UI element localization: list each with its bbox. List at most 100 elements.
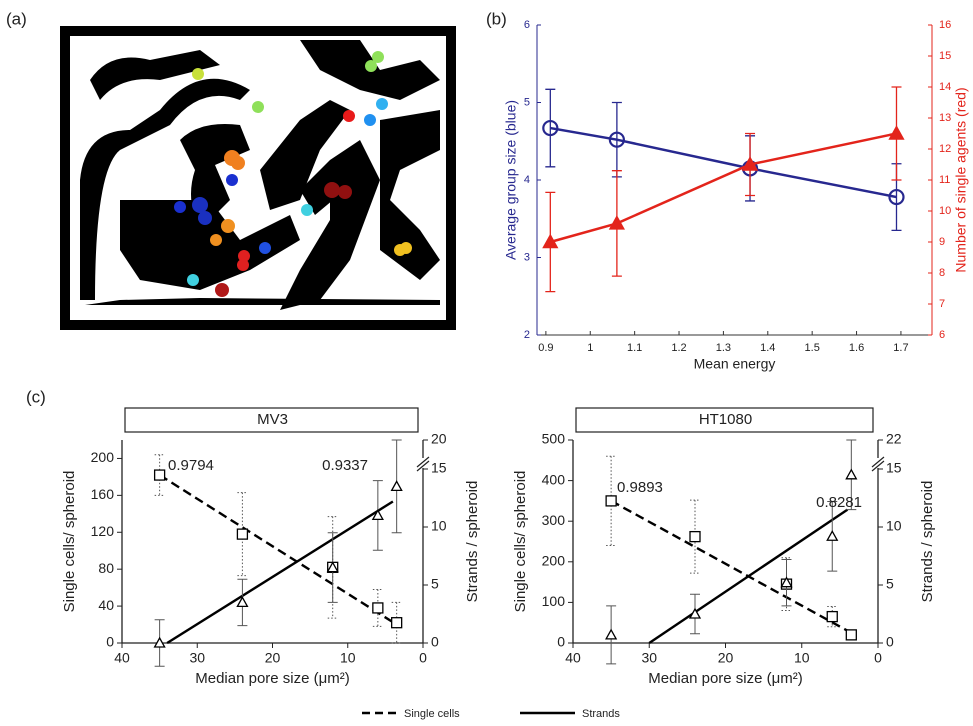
error-bar [545, 88, 556, 168]
y2-tick-label: 8 [939, 267, 945, 279]
marker [688, 607, 702, 619]
y-tick-label: 0 [557, 634, 565, 650]
panel-label: (b) [486, 9, 507, 28]
y-tick-label: 100 [542, 593, 566, 609]
x-tick-label: 20 [265, 650, 281, 666]
marker [689, 530, 701, 543]
marker [153, 636, 166, 648]
x-tick-label: 30 [641, 650, 657, 666]
legend-label: Strands [582, 708, 620, 720]
axis-break [416, 456, 430, 472]
marker [605, 495, 617, 507]
marker [605, 628, 618, 640]
x-tick-label: 1.4 [760, 342, 775, 354]
y2-tick-label: 15 [939, 50, 951, 62]
y-tick-label: 40 [98, 597, 114, 613]
y2-tick-label: 15 [431, 460, 447, 476]
x-tick-label: 1 [587, 342, 593, 354]
y-tick-label: 5 [524, 96, 530, 108]
title-box [575, 407, 874, 433]
marker [888, 188, 905, 206]
y-tick-label: 200 [91, 449, 115, 465]
y-tick-label: 6 [524, 19, 530, 31]
x-tick-label: 1.2 [671, 342, 686, 354]
y2-tick-label: 22 [886, 431, 902, 447]
marker [390, 480, 403, 492]
y-tick-label: 300 [542, 512, 566, 528]
error-bar [154, 454, 165, 496]
x-tick-label: 40 [565, 650, 581, 666]
y-tick-label: 0 [106, 634, 114, 650]
fit-line [610, 499, 852, 634]
x-tick-label: 1.6 [849, 342, 864, 354]
y2-tick-label: 0 [431, 634, 439, 650]
y-tick-label: 400 [542, 471, 566, 487]
x-tick-label: 1.3 [716, 342, 731, 354]
r-annotation: 0.9794 [168, 457, 214, 474]
axis-break [871, 456, 885, 472]
r-annotation: 0.8281 [816, 494, 862, 511]
marker [608, 131, 625, 148]
r-annotation: 0.9337 [322, 457, 368, 474]
x-tick-label: 10 [340, 650, 356, 666]
marker [741, 156, 759, 171]
chart-title: MV3 [257, 411, 288, 428]
chart-title: HT1080 [699, 411, 752, 428]
x-tick-label: 1.7 [893, 342, 908, 354]
marker [153, 469, 166, 481]
marker [542, 119, 559, 137]
y2-tick-label: 10 [431, 518, 447, 534]
marker [780, 576, 793, 588]
y-axis-label: Average group size (blue) [503, 100, 519, 260]
x-tick-label: 30 [189, 650, 205, 666]
y2-tick-label: 16 [939, 19, 951, 31]
y2-tick-label: 5 [886, 576, 894, 592]
series-line [549, 132, 897, 244]
marker [372, 602, 384, 614]
error-bar [391, 601, 402, 644]
marker [888, 125, 905, 140]
x-tick-label: 1.5 [805, 342, 820, 354]
title-box [124, 407, 419, 433]
y2-axis-label: Number of single agents (red) [953, 87, 969, 272]
series-line [550, 126, 897, 199]
fit-line [158, 474, 398, 626]
error-bar [606, 455, 617, 547]
x-tick-label: 0 [874, 650, 882, 666]
y2-tick-label: 12 [939, 143, 951, 155]
marker [608, 215, 625, 230]
y-tick-label: 160 [91, 486, 115, 502]
fit-line [166, 500, 394, 645]
marker [391, 617, 403, 629]
y2-tick-label: 10 [939, 205, 951, 217]
marker [845, 629, 857, 641]
r-annotation: 0.9893 [617, 479, 663, 496]
y2-tick-label: 0 [886, 634, 894, 650]
marker [845, 468, 858, 480]
marker [236, 528, 249, 540]
y-tick-label: 2 [524, 329, 530, 341]
y-axis-label: Single cells/ spheroid [61, 471, 78, 613]
y-tick-label: 4 [524, 174, 530, 186]
marker [542, 233, 559, 249]
panel-label: (a) [6, 9, 27, 28]
maze-image [60, 26, 456, 330]
y2-axis-label: Strands / spheroid [464, 481, 481, 603]
marker [371, 509, 384, 521]
y2-tick-label: 20 [431, 431, 447, 447]
x-axis-label: Mean energy [694, 356, 776, 372]
x-axis-label: Median pore size (μm²) [648, 670, 803, 687]
y2-tick-label: 10 [886, 518, 902, 534]
y-tick-label: 120 [91, 523, 115, 539]
y2-tick-label: 9 [939, 236, 945, 248]
error-bar [237, 492, 248, 577]
fit-line [648, 508, 849, 644]
y2-tick-label: 15 [886, 460, 902, 476]
marker [826, 529, 839, 541]
y2-tick-label: 7 [939, 298, 945, 310]
marker [326, 561, 339, 573]
x-tick-label: 0 [419, 650, 427, 666]
y2-axis-label: Strands / spheroid [919, 481, 936, 603]
y-tick-label: 3 [524, 251, 530, 263]
